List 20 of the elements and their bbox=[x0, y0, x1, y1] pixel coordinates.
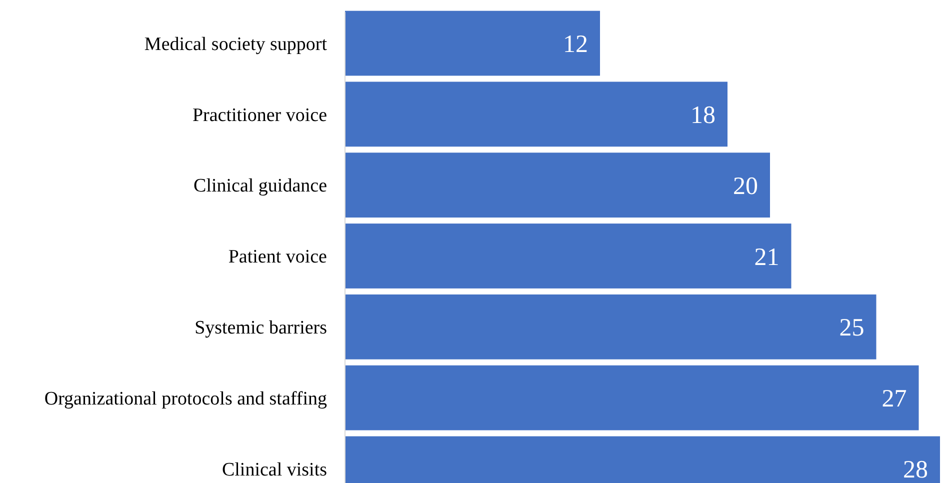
data-label: 28 bbox=[903, 456, 928, 483]
bar bbox=[345, 10, 600, 76]
bar bbox=[345, 224, 792, 288]
y-tick-label: Practitioner voice bbox=[192, 104, 327, 126]
y-tick-label: Clinical guidance bbox=[194, 176, 327, 197]
data-label: 20 bbox=[733, 172, 758, 200]
data-label: 21 bbox=[754, 244, 780, 271]
data-label: 25 bbox=[839, 314, 864, 342]
y-tick-label: Patient voice bbox=[228, 246, 327, 268]
y-tick-label: Systemic barriers bbox=[194, 318, 327, 339]
y-tick-label: Organizational protocols and staffing bbox=[44, 388, 328, 410]
bar bbox=[345, 294, 876, 360]
y-tick-label: Medical society support bbox=[144, 34, 328, 55]
bar bbox=[345, 365, 919, 430]
bar bbox=[345, 82, 728, 147]
y-tick-label: Clinical visits bbox=[222, 459, 327, 480]
data-label: 12 bbox=[563, 31, 588, 58]
data-label: 18 bbox=[690, 102, 716, 129]
bar bbox=[345, 152, 770, 218]
data-label: 27 bbox=[882, 386, 907, 413]
